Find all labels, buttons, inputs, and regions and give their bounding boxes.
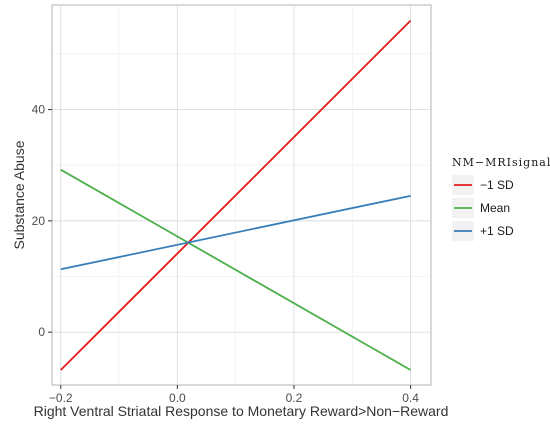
y-tick-label: 20 [32,214,46,228]
legend: NM−MRIsignal −1 SD Mean +1 SD [452,156,550,241]
x-axis: −0.2 0.0 0.2 0.4 [49,385,419,405]
y-axis: 0 20 40 [32,103,52,339]
x-tick-label: 0.4 [402,391,419,405]
y-axis-title: Substance Abuse [11,140,27,249]
y-tick-label: 0 [38,325,45,339]
grid-minor [52,5,431,385]
grid-major [52,5,431,385]
legend-label: +1 SD [480,224,514,238]
x-tick-label: 0.0 [169,391,186,405]
y-tick-label: 40 [32,103,46,117]
series-line-1 [60,168,412,371]
legend-label: Mean [480,201,510,215]
legend-label: −1 SD [480,178,514,192]
x-tick-label: −0.2 [49,391,73,405]
series-layer [60,19,412,371]
x-tick-label: 0.2 [286,391,303,405]
legend-items: −1 SD Mean +1 SD [452,175,514,241]
series-line-2 [60,194,411,271]
x-axis-title: Right Ventral Striatal Response to Monet… [34,403,449,419]
series-line-0 [60,19,412,371]
plot-panel [51,4,432,386]
legend-title: NM−MRIsignal [452,156,550,169]
